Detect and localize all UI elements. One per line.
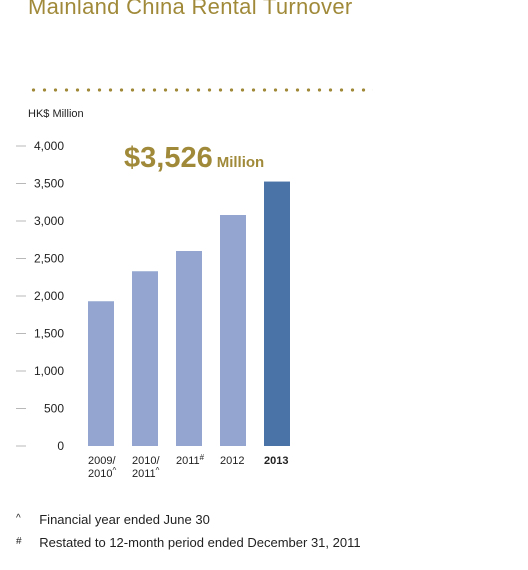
x-tick-label: 2010/2011^	[132, 455, 160, 480]
bar-chart: 0 500 1,000 1,500 2,000 2,500 3,000 3,500 4,000 2…	[16, 139, 290, 480]
bar	[132, 271, 158, 446]
footnote-restated: # Restated to 12-month period ended Dece…	[16, 535, 361, 550]
bar	[220, 215, 246, 446]
bar	[88, 301, 114, 446]
footnote-symbol: ^	[16, 513, 21, 524]
footnote-text: Financial year ended June 30	[39, 512, 210, 527]
footnote-financial-year: ^ Financial year ended June 30	[16, 512, 210, 527]
y-tick-label: 1,500	[34, 327, 64, 341]
chart-title: Mainland China Rental Turnover	[28, 0, 353, 19]
highlight-value: $3,526	[124, 142, 213, 174]
bar	[264, 181, 290, 447]
y-tick-label: 1,000	[34, 364, 64, 378]
x-tick-label: 2013	[264, 455, 288, 467]
x-tick-label: 2009/2010^	[88, 455, 116, 480]
y-tick-label: 0	[57, 439, 64, 453]
y-tick-label: 3,500	[34, 177, 64, 191]
y-tick-label: 4,000	[34, 139, 64, 153]
footnote-symbol: #	[16, 536, 22, 547]
y-axis-unit-label: HK$ Million	[28, 108, 84, 120]
y-tick-label: 2,500	[34, 252, 64, 266]
footnote-text: Restated to 12-month period ended Decemb…	[39, 535, 361, 550]
x-tick-label: 2012	[220, 455, 244, 467]
y-tick-label: 500	[44, 402, 64, 416]
highlight-unit: Million	[216, 154, 265, 171]
y-tick-label: 3,000	[34, 214, 64, 228]
dotted-divider	[28, 88, 373, 92]
highlight-callout: $3,526 Million	[124, 142, 264, 175]
x-tick-label: 2011#	[176, 453, 205, 467]
y-tick-label: 2,000	[34, 289, 64, 303]
bar	[176, 251, 202, 446]
